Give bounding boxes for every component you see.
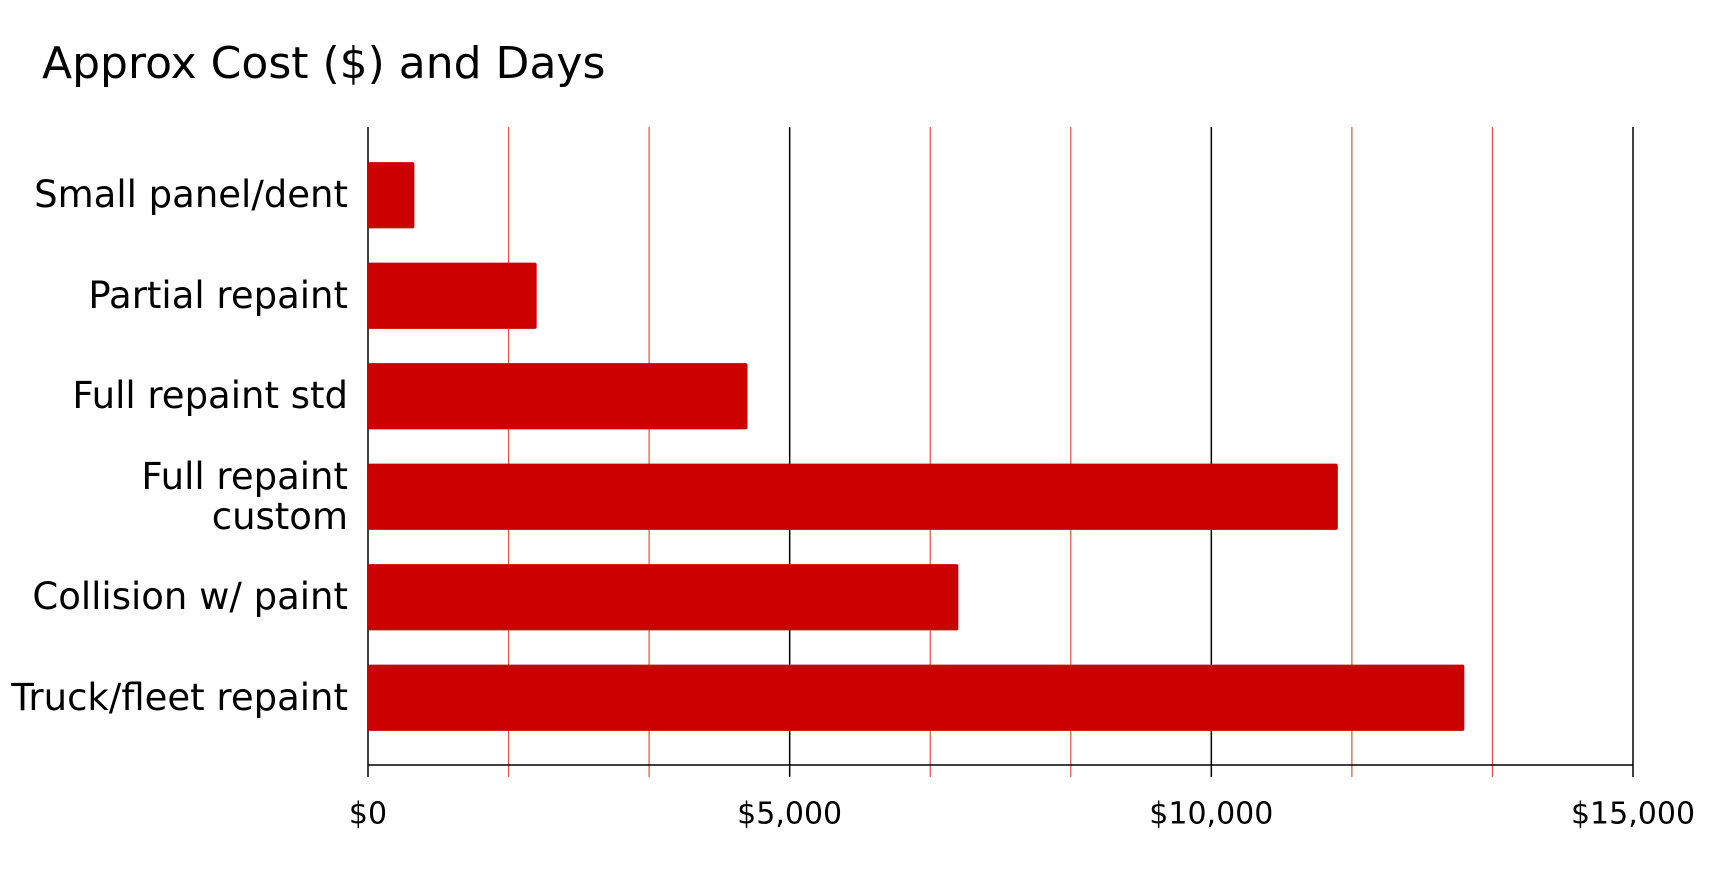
- x-tick-label: $5,000: [737, 797, 842, 832]
- x-tick-label: $0: [349, 797, 387, 832]
- x-tick-label: $10,000: [1149, 797, 1273, 832]
- bar: [368, 564, 959, 631]
- y-tick-label: Full repaint custom: [141, 454, 348, 538]
- bar: [368, 162, 415, 229]
- bar: [368, 463, 1338, 530]
- x-tick-label: $15,000: [1571, 797, 1695, 832]
- y-tick-label: Partial repaint: [88, 273, 348, 317]
- bar: [368, 664, 1465, 731]
- bar: [368, 262, 537, 329]
- bar: [368, 363, 748, 430]
- y-tick-label: Full repaint std: [72, 374, 348, 418]
- chart-title: Approx Cost ($) and Days: [42, 38, 605, 89]
- y-tick-label: Truck/fleet repaint: [11, 675, 348, 719]
- y-tick-label: Small panel/dent: [34, 173, 348, 217]
- y-tick-label: Collision w/ paint: [32, 575, 348, 619]
